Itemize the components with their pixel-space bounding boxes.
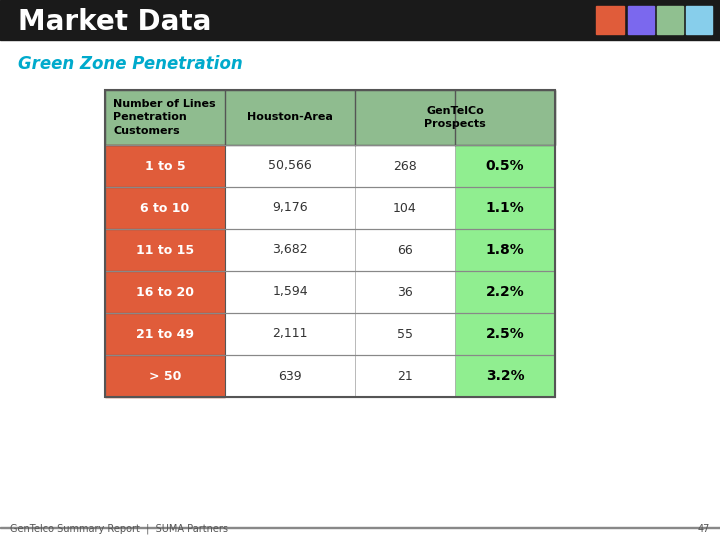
Text: 1.1%: 1.1% [485,201,524,215]
Bar [225,355,355,397]
Text: 6 to 10: 6 to 10 [140,201,189,214]
Bar [455,313,555,355]
Text: 268: 268 [393,159,417,172]
Bar [105,229,555,271]
Text: 16 to 20: 16 to 20 [136,286,194,299]
Bar [105,355,225,397]
Bar [455,145,555,187]
Bar [355,271,455,313]
Bar [225,145,355,187]
Bar [105,90,555,397]
Bar [0,527,720,528]
Text: 3,682: 3,682 [272,244,308,256]
Text: 104: 104 [393,201,417,214]
Text: 1.8%: 1.8% [485,243,524,257]
Bar [628,6,654,34]
Bar [225,187,355,229]
Text: 50,566: 50,566 [268,159,312,172]
Text: > 50: > 50 [149,369,181,382]
Bar [105,187,555,229]
Bar [105,187,225,229]
Text: 2,111: 2,111 [272,327,307,341]
Bar [225,271,355,313]
Bar [105,271,225,313]
Bar [0,0,720,40]
Bar [105,271,225,313]
Bar [657,6,683,34]
Text: 9,176: 9,176 [272,201,308,214]
Text: Market Data: Market Data [18,8,212,36]
Text: 21 to 49: 21 to 49 [136,327,194,341]
Bar [686,6,712,34]
Text: 11 to 15: 11 to 15 [136,244,194,256]
Text: Houston-Area: Houston-Area [247,112,333,123]
Text: 36: 36 [397,286,413,299]
Bar [455,355,555,397]
Bar [355,187,455,229]
Text: GenTelCo
Prospects: GenTelCo Prospects [424,106,486,129]
Text: 1,594: 1,594 [272,286,308,299]
Text: 639: 639 [278,369,302,382]
Bar [105,355,555,397]
Bar [105,90,555,145]
Text: 3.2%: 3.2% [486,369,524,383]
Bar [105,187,225,229]
Text: 21: 21 [397,369,413,382]
Bar [105,355,225,397]
Text: 2.5%: 2.5% [485,327,524,341]
Text: 66: 66 [397,244,413,256]
Bar [455,187,555,229]
Bar [105,145,225,187]
Bar [355,313,455,355]
Bar [596,6,624,34]
Text: GenTelco Summary Report  |  SUMA Partners: GenTelco Summary Report | SUMA Partners [10,523,228,534]
Bar [105,229,225,271]
Bar [105,271,555,313]
Bar [455,271,555,313]
Bar [355,145,455,187]
Text: Green Zone Penetration: Green Zone Penetration [18,55,243,73]
Text: 0.5%: 0.5% [486,159,524,173]
Bar [105,90,555,145]
Bar [105,145,225,187]
Bar [355,355,455,397]
Text: Number of Lines
Penetration
Customers: Number of Lines Penetration Customers [113,99,215,136]
Text: 47: 47 [698,524,710,534]
Bar [105,313,225,355]
Text: 1 to 5: 1 to 5 [145,159,185,172]
Bar [225,229,355,271]
Bar [105,313,225,355]
Bar [355,229,455,271]
Text: 55: 55 [397,327,413,341]
Bar [225,313,355,355]
Bar [105,313,555,355]
Bar [455,229,555,271]
Text: 2.2%: 2.2% [485,285,524,299]
Bar [105,229,225,271]
Bar [105,145,555,187]
